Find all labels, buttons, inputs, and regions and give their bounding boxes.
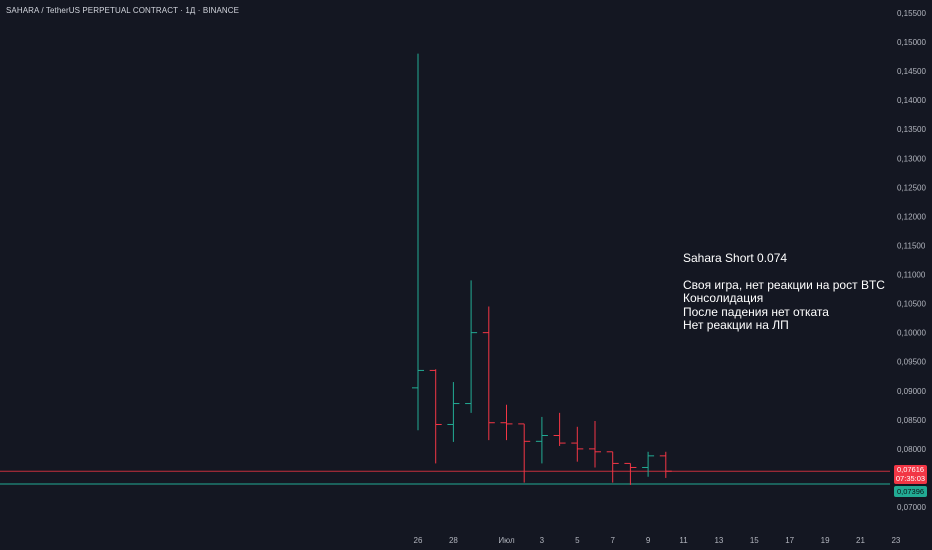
x-tick-label: 21 — [856, 536, 865, 545]
ohlc-bar — [429, 369, 442, 464]
x-tick-label: 19 — [821, 536, 830, 545]
x-tick-label: 3 — [540, 536, 545, 545]
y-tick-label: 0,10500 — [897, 300, 926, 309]
ohlc-bar — [642, 451, 655, 477]
last-price-tag: 0,07616 07:35:03 — [894, 465, 927, 484]
ohlc-bar — [447, 382, 460, 442]
ohlc-bar — [571, 426, 584, 462]
y-tick-label: 0,09000 — [897, 387, 926, 396]
x-tick-label: 9 — [646, 536, 651, 545]
x-tick-label: 7 — [610, 536, 615, 545]
x-tick-label: 11 — [679, 536, 688, 545]
annotation-line: После падения нет отката — [683, 304, 829, 319]
x-tick-label: Июл — [498, 536, 515, 545]
ohlc-bar — [589, 420, 601, 468]
level-price-tag: 0,07396 — [894, 486, 927, 497]
y-tick-label: 0,15500 — [897, 9, 926, 18]
y-tick-label: 0,13500 — [897, 125, 926, 134]
annotation-line: Нет реакции на ЛП — [683, 318, 789, 332]
x-tick-label: 5 — [575, 536, 580, 545]
y-tick-label: 0,09500 — [897, 358, 926, 367]
x-tick-label: 13 — [714, 536, 723, 545]
text-annotation[interactable]: Sahara Short 0.074 Своя игра, нет реакци… — [683, 251, 885, 333]
ohlc-bar — [606, 451, 619, 483]
ohlc-bar — [500, 404, 513, 441]
y-tick-label: 0,08500 — [897, 416, 926, 425]
ohlc-bar — [412, 53, 424, 431]
annotation-line: Своя игра, нет реакции на рост BTC — [683, 277, 885, 292]
x-tick-label: 28 — [449, 536, 458, 545]
y-tick-label: 0,11500 — [897, 241, 926, 250]
y-tick-label: 0,14000 — [897, 96, 926, 105]
annotation-line: Консолидация — [683, 291, 764, 305]
y-tick-label: 0,12500 — [897, 183, 926, 192]
ohlc-bar — [624, 462, 637, 485]
x-tick-label: 26 — [414, 536, 423, 545]
y-tick-label: 0,14500 — [897, 67, 926, 76]
last-price-value: 0,07616 — [896, 465, 925, 474]
y-tick-label: 0,13000 — [897, 154, 926, 163]
ohlc-bar — [482, 306, 495, 441]
ohlc-bar — [659, 451, 672, 478]
y-tick-label: 0,08000 — [897, 445, 926, 454]
ohlc-bar — [465, 280, 478, 413]
ohlc-bar — [535, 416, 548, 464]
ohlc-bar — [553, 412, 566, 446]
x-tick-label: 15 — [750, 536, 759, 545]
y-tick-label: 0,11000 — [897, 271, 926, 280]
bar-countdown: 07:35:03 — [895, 474, 926, 483]
annotation-headline: Sahara Short 0.074 — [683, 251, 788, 265]
x-tick-label: 23 — [891, 536, 900, 545]
y-tick-label: 0,12000 — [897, 212, 926, 221]
y-tick-label: 0,15000 — [897, 38, 926, 47]
chart-title: SAHARA / TetherUS PERPETUAL CONTRACT · 1… — [6, 6, 240, 15]
y-tick-label: 0,07000 — [897, 503, 926, 512]
ohlc-bar — [518, 423, 531, 483]
y-tick-label: 0,10000 — [897, 329, 926, 338]
x-tick-label: 17 — [785, 536, 794, 545]
